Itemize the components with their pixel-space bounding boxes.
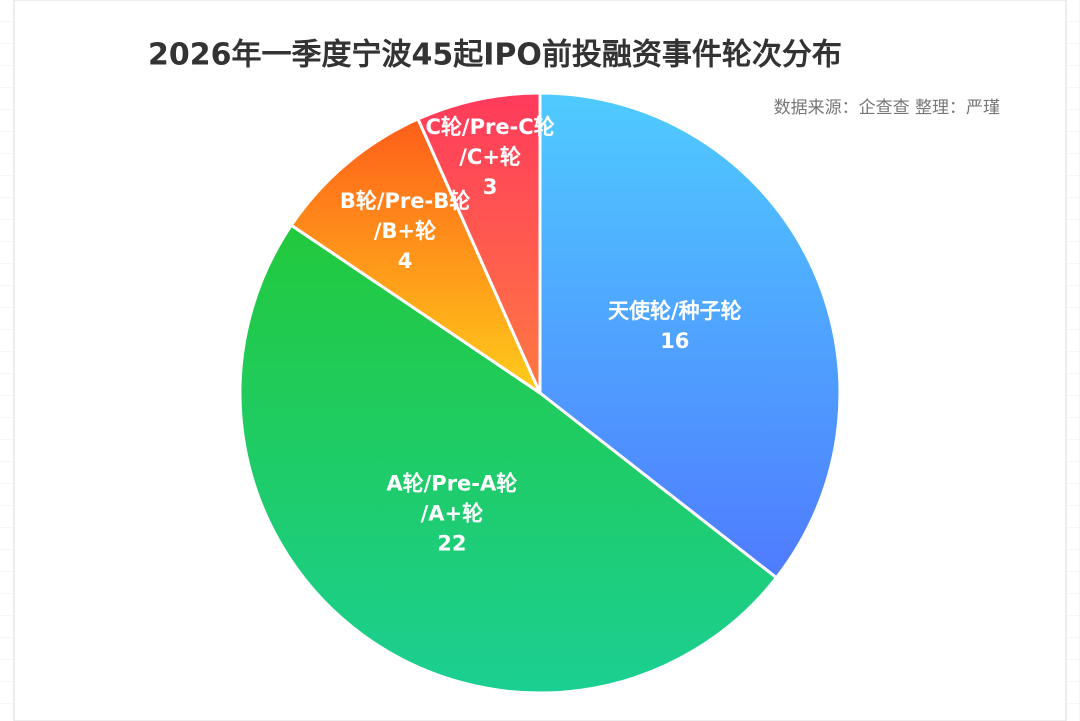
chart-title: 2026年一季度宁波45起IPO前投融资事件轮次分布	[148, 38, 842, 73]
slice-label: /B+轮	[374, 219, 436, 243]
slice-label: 天使轮/种子轮	[608, 299, 742, 323]
chart-subtitle: 数据来源：企查查 整理：严瑾	[774, 98, 1000, 118]
pie: 天使轮/种子轮 16 A轮/Pre-A轮/A+轮 22 B轮/Pre-B轮/B+轮 4 C轮…	[238, 91, 842, 695]
slice-value-label: 16	[660, 329, 689, 353]
pie-slice	[238, 223, 779, 695]
pie-slice	[289, 116, 544, 398]
pie-slice	[538, 91, 842, 580]
pie-slice	[415, 91, 542, 394]
slice-label: B轮/Pre-B轮	[340, 189, 470, 213]
slice-value-label: 4	[398, 249, 413, 273]
slice-label: A轮/Pre-A轮	[386, 471, 517, 495]
slice-value-label: 3	[483, 175, 498, 199]
slice-label: /A+轮	[421, 501, 484, 525]
slice-label: C轮/Pre-C轮	[425, 115, 554, 139]
slice-label: /C+轮	[459, 145, 521, 169]
slice-value-label: 22	[437, 531, 466, 555]
